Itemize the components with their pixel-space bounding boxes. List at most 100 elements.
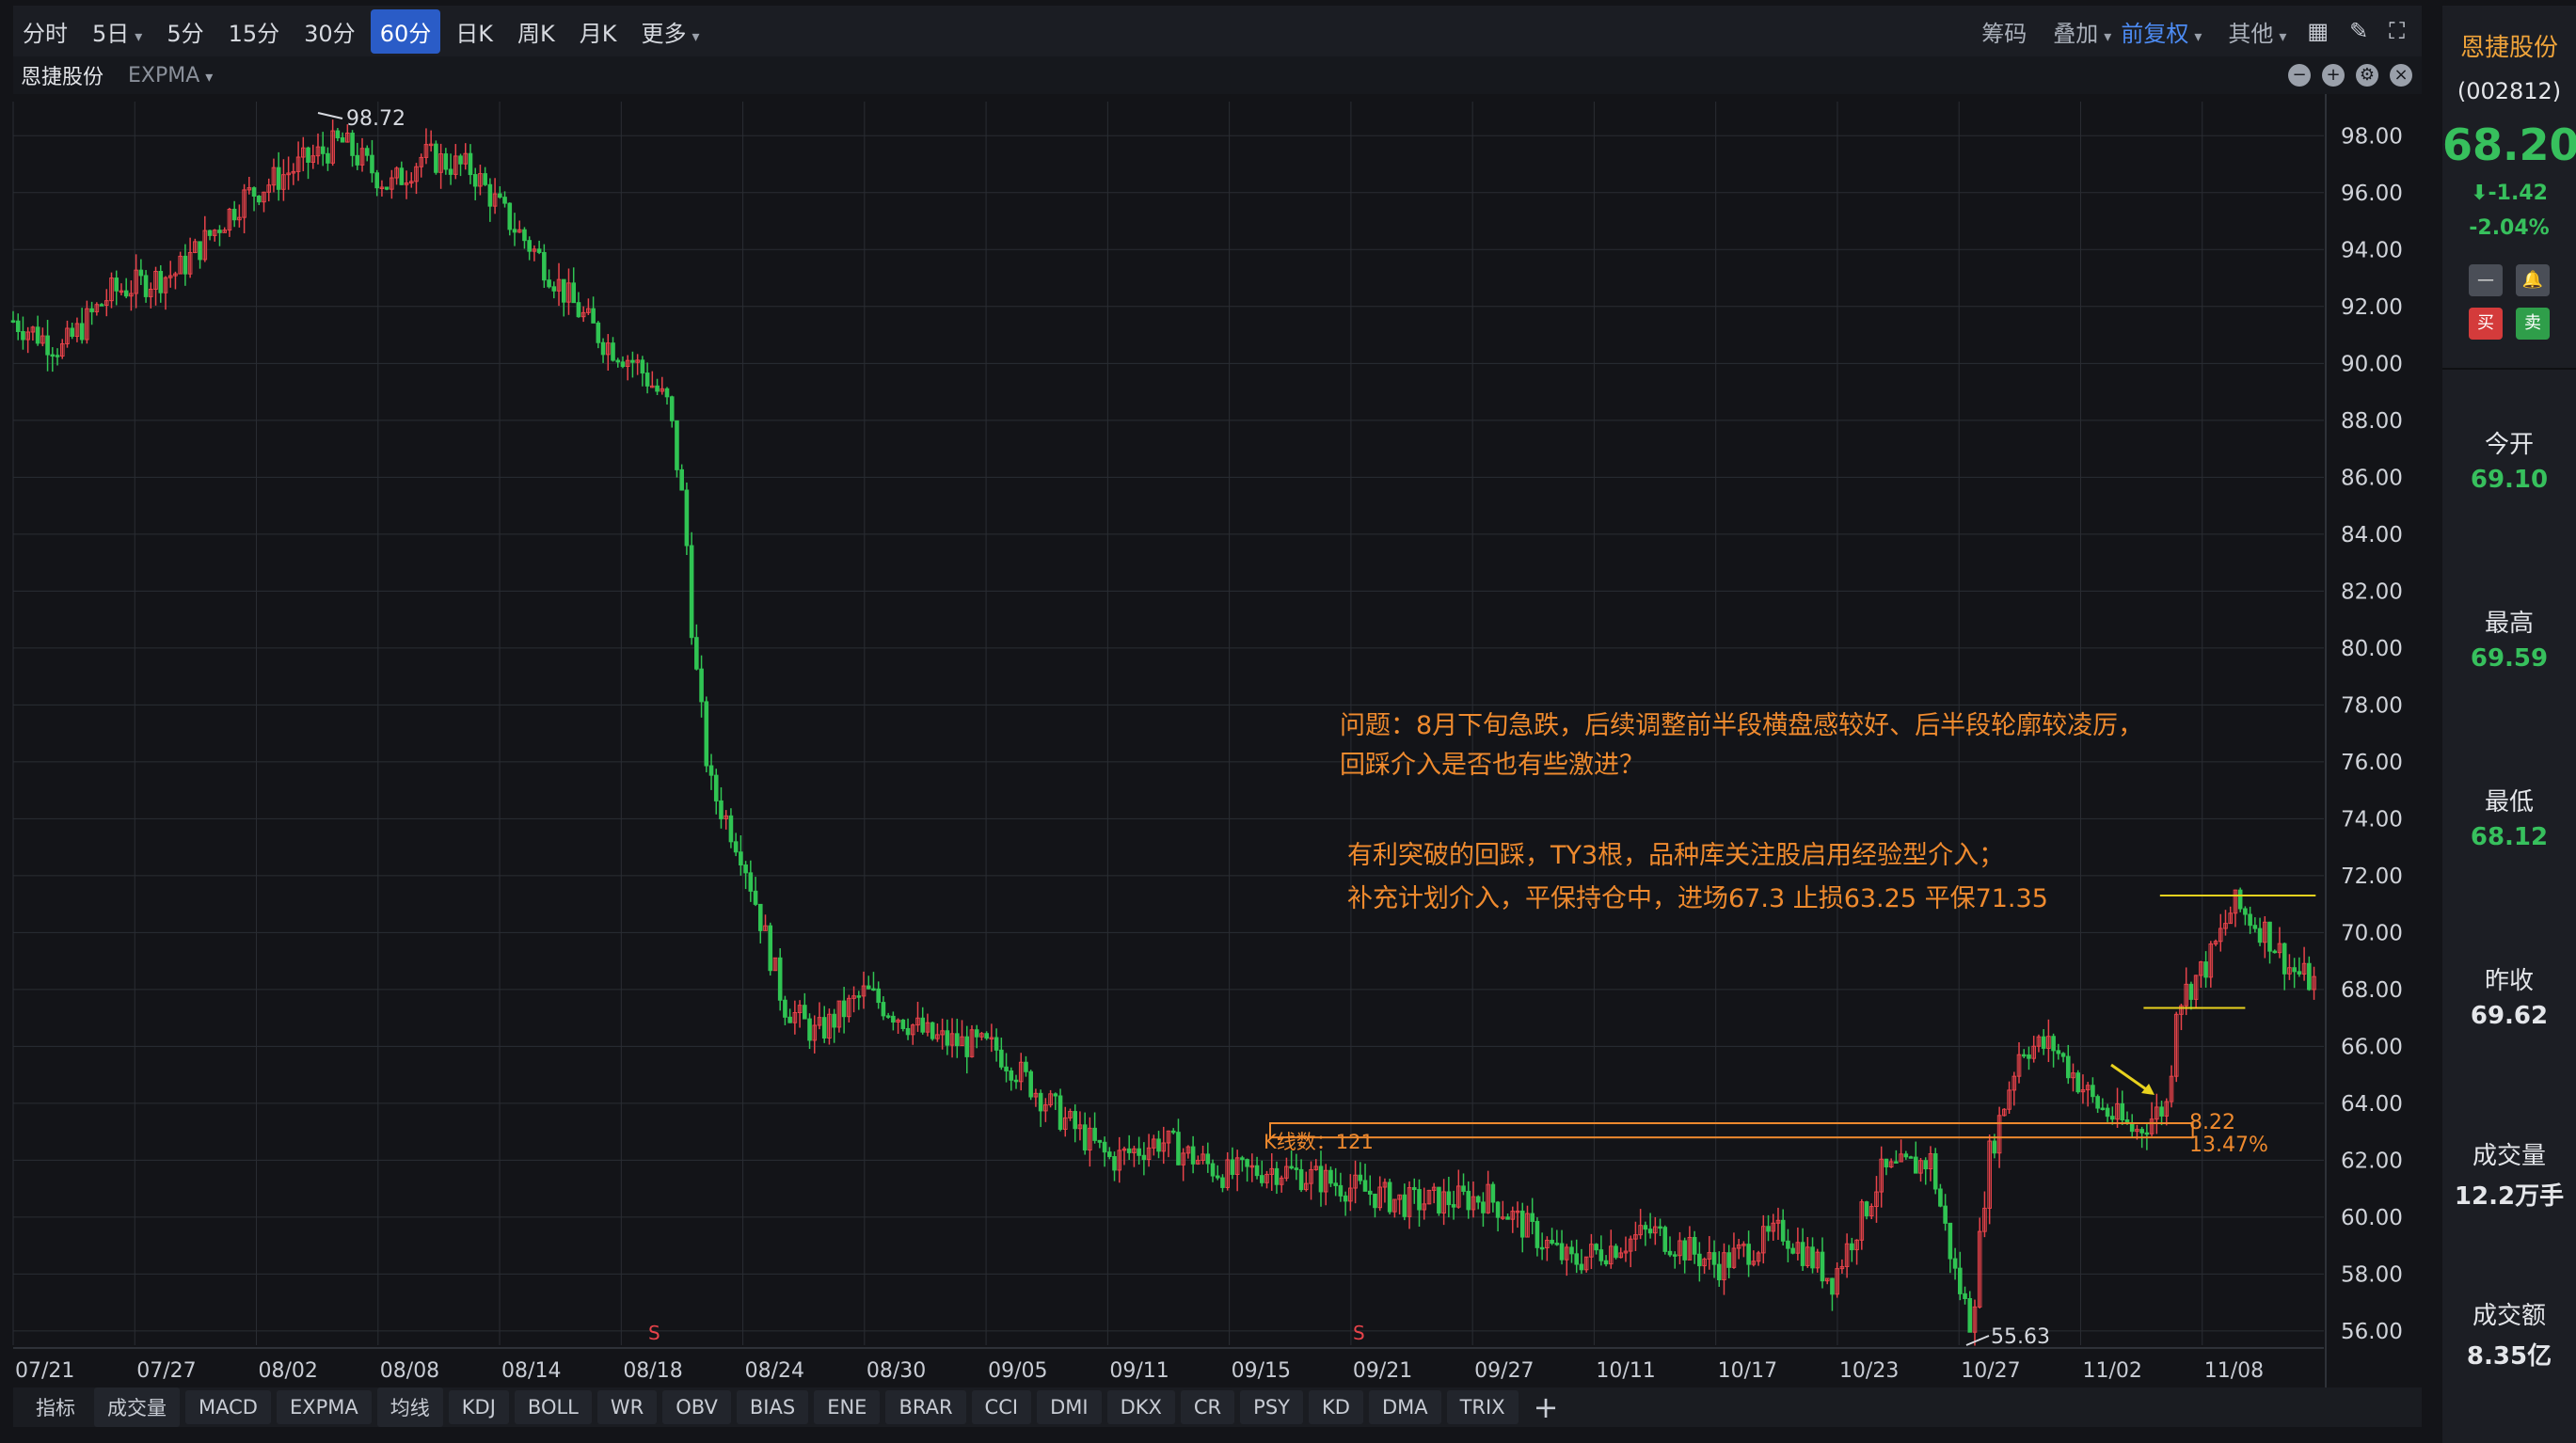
tab-obv[interactable]: OBV [662,1390,731,1424]
candle-body [856,995,862,998]
add-indicator-icon[interactable]: + [1533,1389,1559,1425]
zoom-in-icon[interactable]: + [2322,64,2345,87]
tab-ma[interactable]: 均线 [376,1388,443,1427]
tab-dkx[interactable]: DKX [1106,1390,1175,1424]
y-tick-label: 82.00 [2341,579,2403,604]
candle-body [1839,1265,1845,1270]
alert-bell-icon[interactable]: 🔔 [2516,264,2550,296]
candle-body [2301,962,2307,975]
candle-body [949,1033,955,1046]
tab-indicators[interactable]: 指标 [36,1397,75,1419]
candle-body [198,241,202,261]
candle-body [2016,1054,2022,1077]
divider [2442,368,2576,370]
candle-body [1490,1183,1496,1203]
tf-5day[interactable]: 5日 ▾ [92,20,143,47]
quote-stock-code: (002812) [2457,78,2562,104]
candle-body [699,668,704,703]
candle-body [704,701,709,767]
candle-body [2056,1050,2061,1054]
tab-dma[interactable]: DMA [1368,1390,1441,1424]
tab-wr[interactable]: WR [596,1390,658,1424]
remove-watchlist-icon[interactable]: — [2469,264,2503,296]
tab-macd[interactable]: MACD [185,1390,271,1424]
candle-body [1132,1148,1137,1153]
candle-body [256,195,262,203]
fullscreen-icon[interactable]: ⛶ [2389,18,2405,44]
candle-body [25,331,30,341]
candle-body [472,174,478,187]
tf-5min[interactable]: 5分 [167,20,204,47]
chevron-down-icon: ▾ [135,26,143,45]
tab-psy[interactable]: PSY [1240,1390,1303,1424]
tab-cr[interactable]: CR [1180,1390,1235,1424]
buy-button[interactable]: 买 [2469,308,2503,340]
tf-60min[interactable]: 60分 [370,8,441,54]
candle-body [1234,1157,1240,1175]
candle-body [1053,1093,1058,1097]
candle-body [1854,1239,1859,1251]
other-button[interactable]: 其他 ▾ [2228,20,2287,47]
candlestick-chart[interactable]: 98.00 96.00 94.00 92.00 90.00 88.00 86.00 84.00… [0,94,2418,1388]
candle-body [1662,1227,1668,1252]
candle-body [763,925,768,931]
zoom-out-icon[interactable]: − [2288,64,2311,87]
tab-boll[interactable]: BOLL [514,1390,592,1424]
tab-kd[interactable]: KD [1308,1390,1363,1424]
candle-body [458,155,463,165]
candle-body [807,1018,812,1041]
candle-body [1466,1190,1471,1211]
candle-body [719,800,724,819]
candle-body [1141,1154,1147,1161]
tf-more[interactable]: 更多 ▾ [641,20,700,47]
main-indicator-select[interactable]: EXPMA ▾ [128,63,214,87]
candle-body [1682,1240,1687,1261]
candle-body [1387,1181,1392,1213]
candle-body [1431,1186,1437,1191]
candle-body [45,335,50,356]
layout-grid-icon[interactable]: ▦ [2307,18,2330,44]
candle-body [202,230,208,261]
x-axis-labels: 07/21 07/27 08/02 08/08 08/14 08/18 08/24 08/30… [15,1359,2264,1383]
candle-body [1146,1147,1152,1161]
candle-body [138,269,144,277]
candle-body [1126,1148,1132,1153]
candle-body [655,385,660,392]
tf-30min[interactable]: 30分 [304,20,356,47]
candle-body [1589,1244,1594,1258]
tab-dmi[interactable]: DMI [1037,1390,1102,1424]
close-icon[interactable]: × [2390,64,2412,87]
candle-body [664,388,670,398]
tab-bias[interactable]: BIAS [736,1390,809,1424]
pen-draw-icon[interactable]: ✎ [2349,18,2369,44]
tab-ene[interactable]: ENE [814,1390,881,1424]
candle-body [915,1017,920,1026]
tf-daily[interactable]: 日K [455,20,493,47]
tab-volume[interactable]: 成交量 [94,1388,180,1427]
sell-button[interactable]: 卖 [2516,308,2550,340]
tf-weekly[interactable]: 周K [517,20,555,47]
tf-intraday[interactable]: 分时 [23,20,68,47]
settings-gear-icon[interactable]: ⚙ [2356,64,2378,87]
candle-body [1928,1153,1933,1170]
candle-body [1894,1161,1899,1164]
candle-body [1908,1156,1914,1159]
tf-monthly[interactable]: 月K [579,20,617,47]
candle-body [399,167,405,185]
candle-body [2085,1085,2091,1091]
tf-15min[interactable]: 15分 [228,20,280,47]
tab-kdj[interactable]: KDJ [448,1390,509,1424]
candle-body [1574,1253,1580,1265]
chips-button[interactable]: 筹码 [1981,20,2027,47]
candle-body [1269,1167,1275,1175]
adjust-button[interactable]: 前复权 ▾ [2121,20,2202,47]
tab-expma[interactable]: EXPMA [276,1390,372,1424]
candle-body [1181,1152,1185,1166]
overlay-button[interactable]: 叠加 ▾ [2053,20,2112,47]
candle-body [684,489,690,547]
candle-body [635,359,640,363]
tab-trix[interactable]: TRIX [1446,1390,1519,1424]
candle-body [600,341,606,356]
tab-brar[interactable]: BRAR [885,1390,966,1424]
tab-cci[interactable]: CCI [971,1390,1032,1424]
